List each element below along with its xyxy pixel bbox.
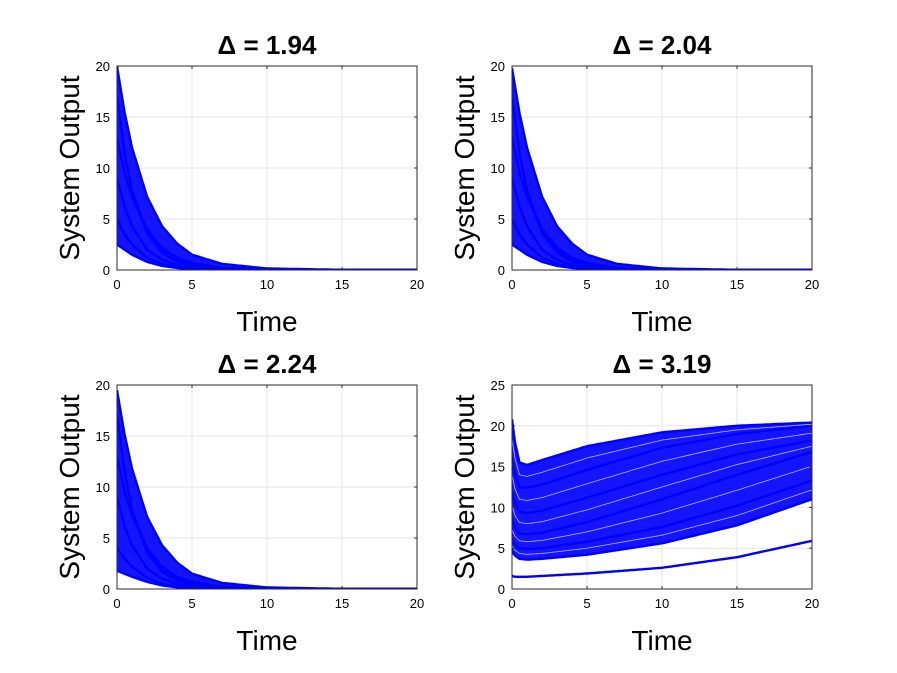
series-line-6 [512,243,812,270]
series-line-2 [117,95,417,270]
y-tick-label: 5 [498,541,505,556]
subplot-title: Δ = 2.04 [613,30,712,60]
x-tick-label: 0 [113,596,120,611]
x-tick-label: 10 [655,277,669,292]
series-line-2 [512,424,812,489]
y-axis-label: System Output [54,394,85,579]
y-tick-label: 0 [103,582,110,597]
subplot-3: 0 5 10 15 20 0 5 10 15 20 Δ = 2.24 Time System Outpu… [54,349,424,656]
x-axis-label: Time [631,625,692,656]
y-tick-label: 20 [491,419,505,434]
subplot-title: Δ = 3.19 [613,349,712,379]
x-axis-label: Time [631,306,692,337]
y-tick-label: 5 [103,212,110,227]
x-tick-label: 20 [805,277,819,292]
x-tick-label: 15 [730,277,744,292]
x-axis-label: Time [236,625,297,656]
x-tick-label: 15 [335,277,349,292]
x-tick-label: 0 [508,277,515,292]
series-streak [512,465,812,543]
series-group [512,418,812,578]
y-tick-label: 0 [498,263,505,278]
y-tick-label: 15 [96,429,110,444]
x-tick-label: 20 [805,596,819,611]
y-tick-label: 10 [96,161,110,176]
series-line-2 [512,95,812,270]
series-line-3 [512,439,812,515]
y-tick-label: 20 [96,378,110,393]
y-tick-label: 20 [491,59,505,74]
x-tick-label: 20 [410,277,424,292]
subplot-title: Δ = 2.24 [218,349,317,379]
y-tick-label: 10 [96,480,110,495]
series-line-4 [512,450,812,536]
y-axis-label: System Output [449,394,480,579]
trajectory-band [512,440,812,535]
x-tick-label: 5 [583,596,590,611]
series-line-6 [117,569,417,589]
y-tick-label: 0 [498,582,505,597]
series-line-6 [117,243,417,270]
x-tick-label: 10 [260,277,274,292]
y-tick-label: 5 [498,212,505,227]
x-tick-label: 0 [508,596,515,611]
series-streak [512,489,812,555]
x-tick-label: 5 [188,596,195,611]
series-line-1 [512,418,812,467]
y-axis-label: System Output [449,75,480,260]
series-group [117,389,417,589]
series-streak [512,445,812,525]
x-axis-label: Time [236,306,297,337]
series-streak [512,423,812,477]
x-tick-label: 10 [260,596,274,611]
y-tick-label: 10 [491,500,505,515]
subplot-1: 0 5 10 15 20 0 5 10 15 20 Δ = 1.94 Time System Outpu… [54,30,424,337]
trajectory-band [512,425,812,514]
y-tick-label: 25 [491,378,505,393]
y-tick-label: 15 [96,110,110,125]
y-tick-label: 15 [491,110,505,125]
x-tick-label: 0 [113,277,120,292]
x-tick-label: 10 [655,596,669,611]
x-tick-label: 15 [730,596,744,611]
series-streak [512,432,812,501]
x-tick-label: 5 [583,277,590,292]
y-tick-label: 5 [103,531,110,546]
y-tick-label: 10 [491,161,505,176]
subplot-title: Δ = 1.94 [218,30,317,60]
x-tick-label: 20 [410,596,424,611]
x-tick-label: 15 [335,596,349,611]
y-tick-label: 20 [96,59,110,74]
y-tick-label: 15 [491,460,505,475]
series-line-6 [512,498,812,561]
series-line-2 [117,414,417,589]
subplot-4: 0 5 10 15 20 0 5 10 15 20 25 Δ = 3.19 Time System Out… [449,349,819,656]
subplot-2: 0 5 10 15 20 0 5 10 15 20 Δ = 2.04 Time System Outpu… [449,30,819,337]
y-tick-label: 0 [103,263,110,278]
series-line-7 [512,539,812,578]
x-tick-label: 5 [188,277,195,292]
y-axis-label: System Output [54,75,85,260]
series-line-5 [512,479,812,551]
